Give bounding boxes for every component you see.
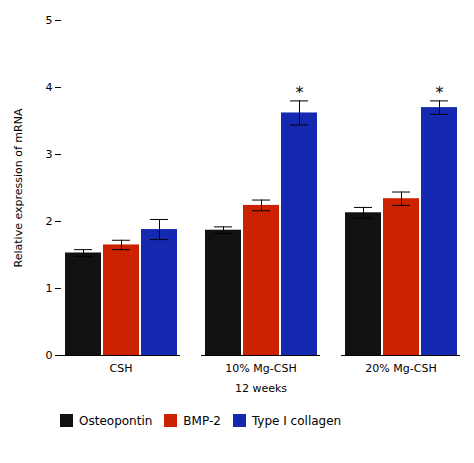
svg-text:4: 4 (46, 81, 53, 94)
html-text:BMP-2: BMP-2 (183, 413, 221, 428)
svg-text:Relative expression of mRNA: Relative expression of mRNA (12, 108, 25, 267)
svg-text:5: 5 (46, 14, 53, 27)
svg-text:10% Mg-CSH: 10% Mg-CSH (225, 362, 296, 375)
svg-text:3: 3 (46, 148, 53, 161)
svg-text:2: 2 (46, 215, 53, 228)
svg-text:12 weeks: 12 weeks (235, 382, 287, 395)
svg-text:0: 0 (46, 349, 53, 362)
svg-text:*: * (296, 83, 304, 102)
html-text:Type I collagen: Type I collagen (251, 413, 342, 428)
svg-text:*: * (436, 83, 444, 102)
svg-text:1: 1 (46, 282, 53, 295)
svg-text:20% Mg-CSH: 20% Mg-CSH (365, 362, 436, 375)
html-text:Osteopontin: Osteopontin (79, 413, 153, 428)
svg-text:CSH: CSH (110, 362, 133, 375)
